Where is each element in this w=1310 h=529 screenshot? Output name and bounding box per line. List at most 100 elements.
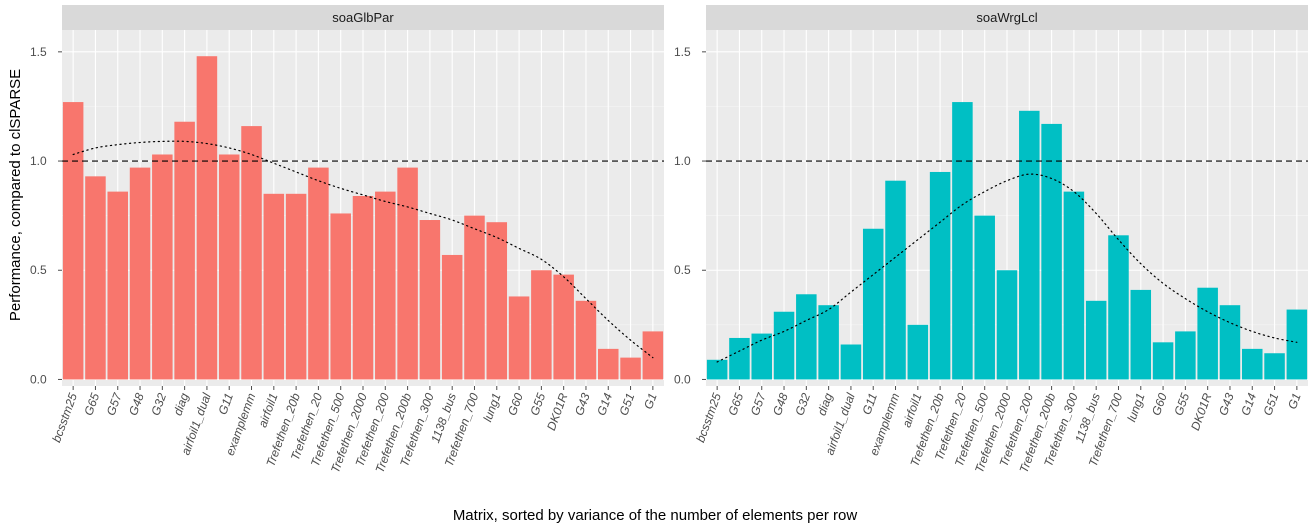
x-tick-label: bcsstm25 [49,391,80,444]
bar-G43 [575,300,597,380]
bar-Trefethen_20b [285,193,307,380]
bar-bcsstm25 [62,102,84,380]
x-tick-label: G51 [1260,391,1281,417]
y-tick-label: 0.5 [674,263,691,277]
panel-title: soaWrgLcl [976,10,1037,25]
bar-bcsstm25 [706,359,728,380]
bar-Trefethen_200 [375,191,396,380]
bar-Trefethen_200b [397,167,418,380]
x-tick-label: G1 [1285,391,1304,411]
y-tick-label: 1.5 [30,45,47,59]
bar-airfoil1_dual [196,56,218,380]
bar-lung1 [486,222,508,380]
x-tick-label: G51 [616,391,637,417]
y-tick-label: 0.0 [30,372,47,386]
bar-G48 [129,167,151,380]
bar-G65 [85,176,106,380]
x-tick-label: diag [171,391,192,417]
bar-G57 [751,333,772,380]
bar-airfoil1_dual [840,344,862,380]
x-tick-label: G14 [1238,391,1259,417]
bar-Trefethen_700 [1108,235,1129,380]
x-axis-title: Matrix, sorted by variance of the number… [453,507,858,524]
bar-G55 [531,270,552,380]
bar-G57 [107,191,128,380]
bar-Trefethen_500 [330,213,351,380]
y-tick-label: 1.5 [674,45,691,59]
bar-G55 [1175,331,1196,380]
y-tick-label: 0.0 [674,372,691,386]
x-tick-label: G32 [148,391,169,417]
x-tick-label: G55 [527,391,548,417]
bar-examplemm [885,180,906,380]
panel-soaWrgLcl: soaWrgLcl 0.0 0.5 1.0 1.5 bcsstm25 G65 G57 G48 G3… [674,5,1308,475]
bar-diag [174,121,195,380]
bar-Trefethen_700 [464,215,485,380]
bar-G11 [862,228,884,380]
bar-G60 [1152,342,1174,380]
bar-DK01R [553,274,574,380]
bar-airfoil1 [907,324,929,380]
y-axis-title: Performance, compared to clSPARSE [7,69,24,321]
x-tick-label: G48 [770,391,791,417]
y-tick-label: 1.0 [30,154,47,168]
bar-Trefethen_2000 [996,270,1018,380]
x-tick-label: G48 [126,391,147,417]
x-tick-label: G43 [572,391,593,417]
bar-lung1 [1130,289,1152,380]
x-tick-label: DK01R [544,391,571,432]
bar-Trefethen_2000 [352,195,374,380]
x-tick-label: G55 [1171,391,1192,417]
panel-title: soaGlbPar [332,10,394,25]
panel-strip [62,5,664,30]
bar-G32 [152,154,173,380]
bar-G60 [508,296,530,380]
bar-Trefethen_20 [308,167,329,380]
x-tick-label: G14 [594,391,615,417]
trend-line [716,173,1298,363]
bar-G32 [796,294,817,380]
x-tick-label: G60 [505,391,526,417]
panel-strip [706,5,1308,30]
bar-Trefethen_200 [1019,110,1040,380]
bar-G14 [598,348,619,380]
bar-airfoil1 [263,193,285,380]
bar-Trefethen_300 [1063,191,1085,380]
x-tick-label: lung1 [1124,391,1147,423]
bar-examplemm [241,126,262,380]
panel-soaGlbPar: soaGlbPar 0.0 0.5 1.0 1.5 bcsstm25 G65 G57 G48 G3… [30,5,664,475]
x-tick-label: G43 [1216,391,1237,417]
bar-Trefethen_300 [419,220,441,380]
bar-G51 [620,357,641,380]
x-tick-label: G32 [792,391,813,417]
x-tick-label: airfoil1 [255,391,280,429]
bar-G1 [642,331,664,380]
x-tick-label: G65 [81,391,102,417]
x-tick-label: G11 [859,391,880,416]
x-tick-label: diag [815,391,836,417]
x-tick-label: G60 [1149,391,1170,417]
bar-Trefethen_200b [1041,123,1062,380]
x-tick-label: G65 [725,391,746,417]
x-tick-label: bcsstm25 [693,391,724,444]
bar-G1 [1286,309,1308,380]
bar-G14 [1242,348,1263,380]
x-tick-label: G57 [748,390,769,417]
x-tick-label: airfoil1 [899,391,924,429]
x-tick-label: lung1 [480,391,503,423]
trend-line [72,140,654,359]
bar-Trefethen_20 [952,102,973,380]
bar-G11 [218,154,240,380]
bar-G43 [1219,305,1241,380]
bar-G48 [773,311,795,380]
y-tick-label: 0.5 [30,263,47,277]
y-tick-label: 1.0 [674,154,691,168]
bar-Trefethen_20b [929,171,951,380]
bar-G65 [729,337,750,380]
bar-1138_bus [441,254,463,380]
bar-G51 [1264,353,1285,380]
bar-DK01R [1197,287,1218,380]
bar-1138_bus [1085,300,1107,380]
x-tick-label: DK01R [1188,391,1215,432]
